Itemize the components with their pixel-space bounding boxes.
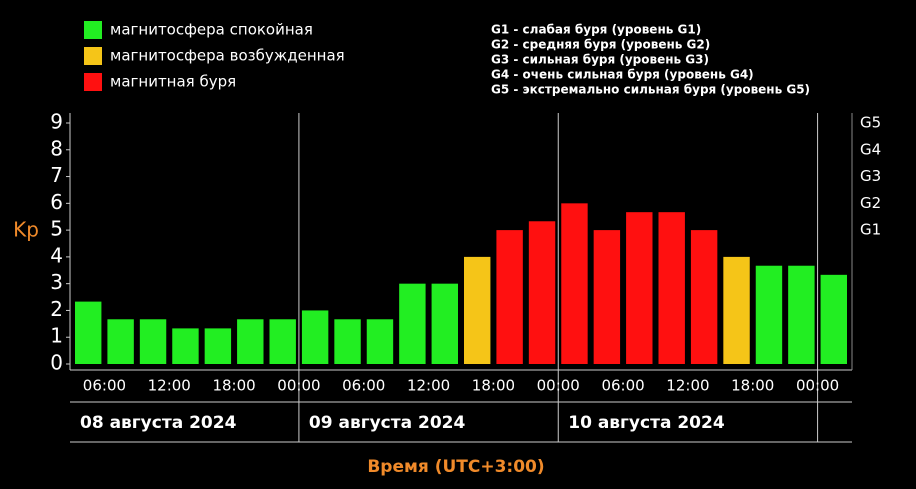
bar [626, 212, 653, 364]
y-tick-label: 1 [50, 324, 63, 348]
bar [204, 328, 232, 364]
bar [788, 265, 815, 364]
x-tick-label: 06:00 [342, 377, 385, 395]
x-tick-label: 00:00 [796, 377, 839, 395]
y-tick-label: 6 [50, 190, 63, 214]
bar [755, 265, 783, 364]
legend-label: магнитосфера спокойная [110, 21, 313, 39]
y-axis-label: Kp [13, 218, 39, 242]
storm-level-note: G3 - сильная буря (уровень G3) [491, 53, 709, 67]
legend-swatch [84, 73, 102, 91]
legend-swatch [84, 47, 102, 65]
day-label: 09 августа 2024 [309, 413, 466, 433]
x-tick-label: 12:00 [407, 377, 450, 395]
bar [528, 221, 556, 364]
y-tick-label: 2 [50, 297, 63, 321]
x-axis-label: Время (UTC+3:00) [367, 457, 544, 477]
storm-level-note: G4 - очень сильная буря (уровень G4) [491, 68, 754, 82]
y2-tick-label: G2 [860, 194, 881, 212]
x-tick-label: 06:00 [601, 377, 644, 395]
bar [658, 212, 685, 364]
bar [561, 203, 588, 364]
bar [464, 256, 491, 364]
x-tick-label: 00:00 [277, 377, 320, 395]
bar [334, 319, 361, 364]
x-tick-label: 12:00 [666, 377, 709, 395]
y-tick-label: 0 [50, 351, 63, 375]
storm-level-note: G5 - экстремально сильная буря (уровень … [491, 83, 810, 97]
x-tick-label: 18:00 [472, 377, 515, 395]
day-label: 08 августа 2024 [80, 413, 237, 433]
x-tick-label: 18:00 [212, 377, 255, 395]
bar [690, 230, 718, 364]
y2-tick-label: G1 [860, 221, 881, 239]
x-tick-label: 12:00 [148, 377, 191, 395]
y2-tick-label: G4 [860, 140, 881, 158]
day-label: 10 августа 2024 [568, 413, 725, 433]
bar [269, 319, 296, 364]
storm-level-note: G1 - слабая буря (уровень G1) [491, 23, 701, 37]
bar [820, 274, 847, 364]
x-tick-label: 06:00 [83, 377, 126, 395]
bar [723, 256, 750, 364]
y-tick-label: 5 [50, 217, 63, 241]
legend-label: магнитная буря [110, 73, 236, 91]
bar [139, 319, 167, 364]
bar [399, 283, 426, 364]
bar [593, 230, 621, 364]
bar [237, 319, 264, 364]
y-tick-label: 7 [50, 163, 63, 187]
y-tick-label: 8 [50, 136, 63, 160]
legend-label: магнитосфера возбужденная [110, 47, 345, 65]
bar [366, 319, 394, 364]
bar [431, 283, 458, 364]
legend-swatch [84, 21, 102, 39]
x-tick-label: 00:00 [537, 377, 580, 395]
bar [75, 301, 102, 364]
y2-tick-label: G3 [860, 167, 881, 185]
storm-level-note: G2 - средняя буря (уровень G2) [491, 38, 710, 52]
y2-tick-label: G5 [860, 114, 881, 132]
y-tick-label: 3 [50, 270, 63, 294]
bar [301, 310, 329, 364]
bar [496, 230, 523, 364]
bar [107, 319, 134, 364]
y-tick-label: 9 [50, 110, 63, 134]
bar [172, 328, 199, 364]
x-tick-label: 18:00 [731, 377, 774, 395]
y-tick-label: 4 [50, 243, 63, 267]
